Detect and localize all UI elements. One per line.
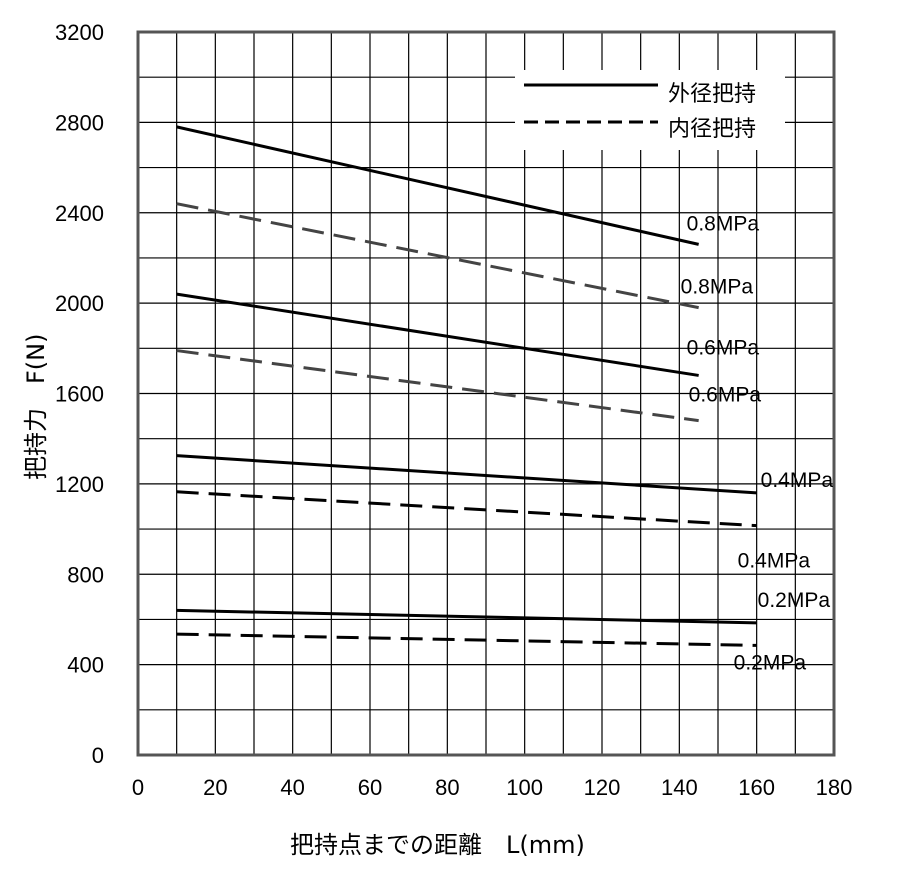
y-tick-label: 2000 — [55, 291, 104, 316]
x-tick-label: 80 — [435, 775, 459, 800]
x-tick-label: 160 — [738, 775, 775, 800]
y-tick-label: 1200 — [55, 472, 104, 497]
series-line-outer-diameter — [176, 608, 757, 625]
y-tick-labels: 0 400 800 1200 1600 2000 2400 2800 3200 — [55, 20, 104, 768]
series-line-inner-diameter — [176, 349, 699, 423]
pressure-label: 0.8MPa — [687, 212, 760, 235]
series-line-outer-diameter — [176, 454, 757, 495]
y-tick-label: 3200 — [55, 20, 104, 45]
pressure-label: 0.8MPa — [681, 276, 754, 299]
y-axis-label: 把持力 F(N) — [22, 334, 50, 480]
y-tick-label: 2800 — [55, 110, 104, 135]
x-tick-label: 40 — [280, 775, 304, 800]
legend-label-inner: 内径把持 — [668, 117, 756, 142]
y-tick-label: 400 — [67, 653, 104, 678]
pressure-labels: 0.8MPa 0.8MPa 0.6MPa 0.6MPa 0.4MPa 0.4MPa 0.2M… — [681, 212, 834, 674]
x-tick-labels: 0 20 40 60 80 100 120 140 160 180 — [132, 775, 852, 800]
series-line-inner-diameter — [176, 490, 757, 528]
pressure-label: 0.6MPa — [687, 336, 760, 359]
pressure-label: 0.6MPa — [689, 384, 762, 407]
legend-label-outer: 外径把持 — [668, 82, 756, 107]
series-line-inner-diameter — [176, 202, 699, 310]
x-axis-label: 把持点までの距離 L(mm) — [290, 831, 585, 859]
series-line-outer-diameter — [176, 125, 699, 246]
series-line-outer-diameter — [176, 292, 699, 377]
series-line-inner-diameter — [176, 632, 757, 647]
x-tick-label: 140 — [661, 775, 698, 800]
x-tick-label: 60 — [358, 775, 382, 800]
x-tick-label: 100 — [506, 775, 543, 800]
pressure-label: 0.4MPa — [738, 550, 811, 573]
x-tick-label: 20 — [203, 775, 227, 800]
y-tick-label: 800 — [67, 562, 104, 587]
series-lines — [176, 125, 757, 647]
x-tick-label: 0 — [132, 775, 144, 800]
y-tick-label: 2400 — [55, 201, 104, 226]
pressure-label: 0.2MPa — [734, 651, 807, 674]
y-tick-label: 1600 — [55, 382, 104, 407]
plot-border — [136, 30, 836, 757]
x-tick-label: 120 — [584, 775, 621, 800]
grid — [138, 32, 834, 755]
legend-box — [515, 70, 785, 150]
x-tick-label: 180 — [816, 775, 853, 800]
legend: 外径把持 内径把持 — [515, 70, 785, 150]
y-tick-label: 0 — [92, 743, 104, 768]
pressure-label: 0.4MPa — [761, 469, 834, 492]
pressure-label: 0.2MPa — [758, 589, 831, 612]
